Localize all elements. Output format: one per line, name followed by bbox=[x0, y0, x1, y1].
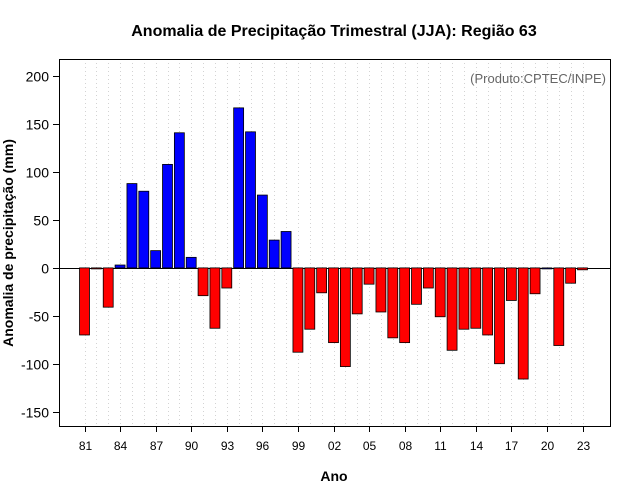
bar bbox=[422, 267, 434, 289]
grid-lines bbox=[85, 59, 584, 426]
bar bbox=[209, 267, 221, 329]
bar bbox=[197, 267, 209, 297]
bar bbox=[351, 267, 363, 315]
bar bbox=[221, 267, 233, 289]
bar bbox=[541, 267, 553, 270]
x-tick-label: 96 bbox=[256, 439, 270, 453]
y-tick-label: 0 bbox=[41, 261, 49, 277]
credit-label: (Produto:CPTEC/INPE) bbox=[470, 71, 606, 86]
x-tick-label: 17 bbox=[505, 439, 519, 453]
bar bbox=[185, 256, 197, 269]
bar bbox=[339, 267, 351, 367]
bar bbox=[458, 267, 470, 330]
bar bbox=[387, 267, 399, 339]
y-tick-label: -100 bbox=[21, 357, 49, 373]
bars bbox=[79, 107, 588, 380]
bar bbox=[162, 163, 173, 269]
bar bbox=[434, 267, 446, 318]
bar bbox=[150, 250, 162, 269]
bar bbox=[173, 132, 185, 269]
y-tick-label: 200 bbox=[26, 69, 50, 85]
x-tick-label: 11 bbox=[434, 439, 447, 453]
bar bbox=[102, 267, 114, 308]
x-tick-label: 87 bbox=[150, 439, 164, 453]
bar bbox=[470, 267, 482, 329]
bar bbox=[494, 267, 505, 365]
bar bbox=[79, 267, 90, 336]
x-axis: 81 84 87 90 93 96 99 02 05 08 11 14 17 20 23 bbox=[79, 426, 591, 453]
x-tick-label: 93 bbox=[221, 439, 235, 453]
bar bbox=[446, 267, 458, 351]
bar bbox=[280, 231, 292, 269]
x-tick-label: 14 bbox=[470, 439, 484, 453]
bar bbox=[245, 131, 256, 269]
bar bbox=[577, 267, 588, 271]
y-tick-label: 100 bbox=[26, 165, 50, 181]
bar bbox=[292, 267, 304, 353]
bar bbox=[399, 267, 411, 344]
bar bbox=[363, 267, 375, 285]
y-axis: -150 -100 -50 0 50 100 150 200 bbox=[21, 69, 59, 421]
x-tick-label: 23 bbox=[577, 439, 591, 453]
bar bbox=[553, 267, 565, 346]
x-tick-label: 02 bbox=[328, 439, 342, 453]
y-tick-label: -150 bbox=[21, 405, 49, 421]
bar bbox=[375, 267, 387, 313]
bar bbox=[256, 194, 268, 269]
bar bbox=[517, 267, 529, 380]
bar bbox=[90, 267, 102, 270]
bar bbox=[304, 267, 316, 330]
bar bbox=[138, 190, 150, 269]
x-tick-label: 84 bbox=[114, 439, 128, 453]
bar bbox=[316, 267, 328, 294]
bar bbox=[268, 239, 280, 269]
bar bbox=[328, 267, 339, 344]
x-tick-label: 99 bbox=[292, 439, 306, 453]
bar bbox=[505, 267, 517, 301]
bar bbox=[482, 267, 494, 336]
bar bbox=[411, 267, 422, 305]
x-tick-label: 90 bbox=[185, 439, 199, 453]
bar bbox=[565, 267, 577, 284]
y-tick-label: -50 bbox=[29, 309, 49, 325]
y-tick-label: 150 bbox=[26, 117, 50, 133]
y-axis-label: Anomalia de precipitação (mm) bbox=[0, 139, 16, 347]
bar bbox=[529, 267, 541, 295]
bar bbox=[233, 107, 245, 269]
x-tick-label: 05 bbox=[363, 439, 377, 453]
x-axis-label: Ano bbox=[320, 468, 347, 484]
bar bbox=[126, 183, 138, 269]
bar bbox=[114, 264, 126, 269]
x-tick-label: 81 bbox=[79, 439, 93, 453]
y-tick-label: 50 bbox=[33, 213, 49, 229]
chart-title: Anomalia de Precipitação Trimestral (JJA… bbox=[131, 23, 537, 40]
x-tick-label: 20 bbox=[541, 439, 555, 453]
x-tick-label: 08 bbox=[399, 439, 413, 453]
